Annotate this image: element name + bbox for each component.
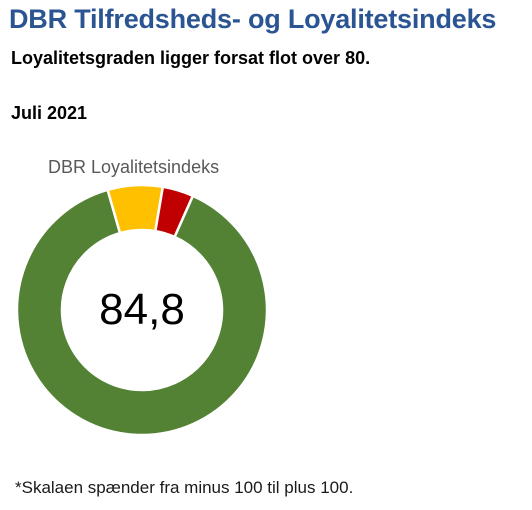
footnote: *Skalaen spænder fra minus 100 til plus … (15, 478, 354, 497)
donut-chart (15, 183, 269, 437)
page-title: DBR Tilfredsheds- og Loyalitetsindeks (9, 4, 497, 34)
donut-center-value: 84,8 (99, 285, 185, 334)
donut-slices (15, 183, 269, 437)
donut-slice-0 (15, 188, 269, 437)
report-date: Juli 2021 (11, 103, 88, 123)
chart-title: DBR Loyalitetsindeks (48, 157, 220, 177)
donut-slice-2 (154, 185, 195, 239)
page-subtitle: Loyalitetsgraden ligger forsat flot over… (11, 48, 371, 68)
